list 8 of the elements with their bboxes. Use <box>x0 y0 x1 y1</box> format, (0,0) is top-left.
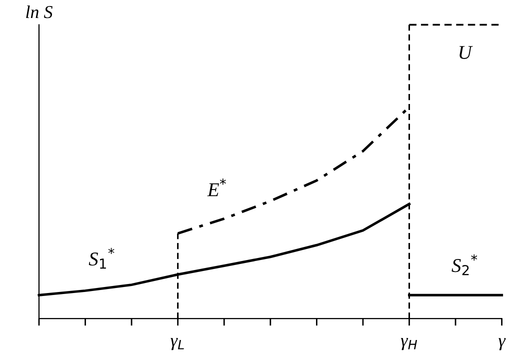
y-axis-title: ln S <box>26 5 53 18</box>
x-tick-label: γ$_{L}$ <box>170 338 184 350</box>
series-label: E$^{*}$ <box>207 178 226 196</box>
x-tick-label: γ <box>498 338 506 350</box>
x-tick-label: γ$_{H}$ <box>400 338 418 350</box>
series-label: S$_{1}$$^{*}$ <box>88 248 114 269</box>
series-label: S$_{2}$$^{*}$ <box>452 254 478 276</box>
series-label: U <box>460 46 473 60</box>
